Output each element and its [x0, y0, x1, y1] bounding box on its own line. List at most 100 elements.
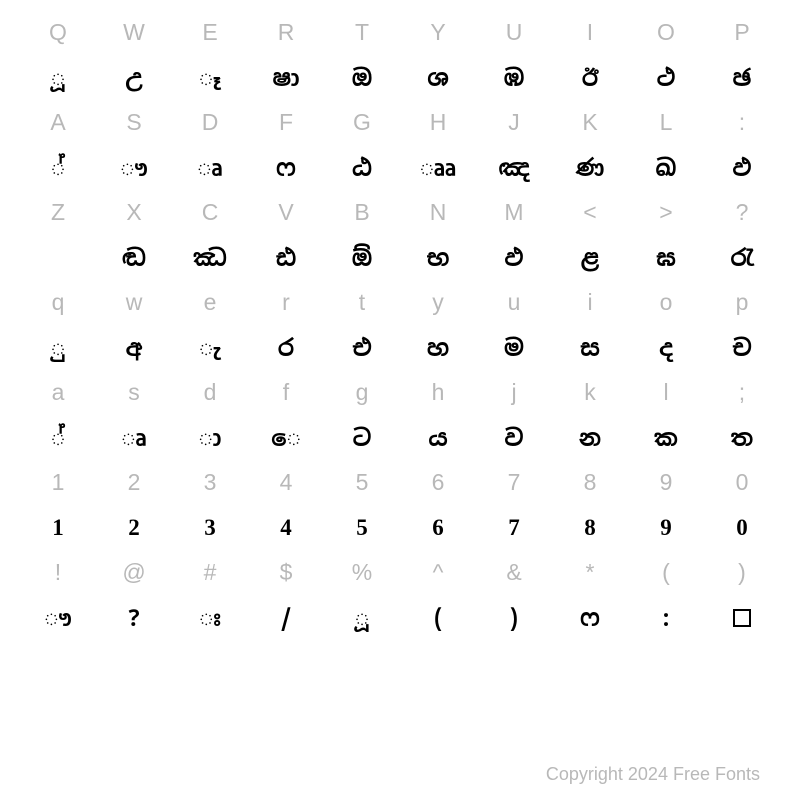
glyph-cell: 4	[248, 505, 324, 550]
key-label: 7	[476, 460, 552, 505]
key-label: >	[628, 190, 704, 235]
glyph-cell: ඵ	[476, 235, 552, 280]
key-label: *	[552, 550, 628, 595]
glyph-cell: 7	[476, 505, 552, 550]
key-label: 0	[704, 460, 780, 505]
key-label: 1	[20, 460, 96, 505]
key-label: h	[400, 370, 476, 415]
key-label: V	[248, 190, 324, 235]
key-label: j	[476, 370, 552, 415]
key-label: a	[20, 370, 96, 415]
glyph-cell: ය	[400, 415, 476, 460]
key-label: @	[96, 550, 172, 595]
glyph-cell: /	[248, 595, 324, 640]
glyph-cell: ෘ	[96, 415, 172, 460]
key-label: 4	[248, 460, 324, 505]
key-label: F	[248, 100, 324, 145]
glyph-cell: ෲ	[400, 145, 476, 190]
key-label: 8	[552, 460, 628, 505]
glyph-cell: )	[476, 595, 552, 640]
key-label: K	[552, 100, 628, 145]
copyright-text: Copyright 2024 Free Fonts	[546, 764, 760, 785]
glyph-cell: ට	[324, 415, 400, 460]
glyph-cell: ෆ	[552, 595, 628, 640]
glyph-cell: ඤ	[476, 145, 552, 190]
key-label: f	[248, 370, 324, 415]
glyph-cell: 8	[552, 505, 628, 550]
key-label: X	[96, 190, 172, 235]
glyph-cell: ව	[476, 415, 552, 460]
glyph-cell: ර	[248, 325, 324, 370]
glyph-cell: ත	[704, 415, 780, 460]
glyph-cell: ශ	[400, 55, 476, 100]
key-label: B	[324, 190, 400, 235]
glyph-cell: ස	[552, 325, 628, 370]
glyph-cell: ෙ	[248, 415, 324, 460]
glyph-cell: ෑ	[172, 55, 248, 100]
character-map-grid: QWERTYUIOPූඋෑෂාඔශඹඊථඡASDFGHJKL:්ෟෘෆඨෲඤණඛ…	[20, 10, 780, 640]
glyph-cell	[20, 235, 96, 280]
key-label: o	[628, 280, 704, 325]
key-label: G	[324, 100, 400, 145]
glyph-cell: ද	[628, 325, 704, 370]
glyph-cell: ඕ	[324, 235, 400, 280]
glyph-cell: ඔ	[324, 55, 400, 100]
glyph-cell: ඛ	[628, 145, 704, 190]
glyph-cell: ක	[628, 415, 704, 460]
key-label: g	[324, 370, 400, 415]
glyph-cell: ූ	[324, 595, 400, 640]
key-label: u	[476, 280, 552, 325]
key-label: s	[96, 370, 172, 415]
glyph-cell: ඹ	[476, 55, 552, 100]
glyph-cell: 0	[704, 505, 780, 550]
key-label: A	[20, 100, 96, 145]
glyph-cell: ඝ	[628, 235, 704, 280]
key-label: O	[628, 10, 704, 55]
key-label: Z	[20, 190, 96, 235]
key-label: ^	[400, 550, 476, 595]
glyph-cell: උ	[96, 55, 172, 100]
glyph-cell: ෆ	[248, 145, 324, 190]
glyph-cell: ඡ	[704, 55, 780, 100]
glyph-cell: ්	[20, 145, 96, 190]
missing-glyph-box	[733, 609, 751, 627]
key-label: N	[400, 190, 476, 235]
key-label: R	[248, 10, 324, 55]
glyph-cell: ළ	[552, 235, 628, 280]
key-label: 6	[400, 460, 476, 505]
glyph-cell: ්	[20, 415, 96, 460]
key-label: d	[172, 370, 248, 415]
glyph-cell: :	[628, 595, 704, 640]
key-label: e	[172, 280, 248, 325]
key-label: D	[172, 100, 248, 145]
key-label: E	[172, 10, 248, 55]
key-label: p	[704, 280, 780, 325]
key-label: M	[476, 190, 552, 235]
glyph-cell: ඃ	[172, 595, 248, 640]
key-label: W	[96, 10, 172, 55]
glyph-cell: ා	[172, 415, 248, 460]
key-label: C	[172, 190, 248, 235]
key-label: T	[324, 10, 400, 55]
key-label: J	[476, 100, 552, 145]
glyph-cell: ථ	[628, 55, 704, 100]
glyph-cell: ඨ	[324, 145, 400, 190]
key-label: $	[248, 550, 324, 595]
glyph-cell: 3	[172, 505, 248, 550]
key-label: 3	[172, 460, 248, 505]
key-label: k	[552, 370, 628, 415]
key-label: t	[324, 280, 400, 325]
glyph-cell: න	[552, 415, 628, 460]
key-label: w	[96, 280, 172, 325]
glyph-cell: ණ	[552, 145, 628, 190]
key-label: 2	[96, 460, 172, 505]
key-label: L	[628, 100, 704, 145]
key-label: #	[172, 550, 248, 595]
key-label: 5	[324, 460, 400, 505]
glyph-cell: ෟ	[20, 595, 96, 640]
glyph-cell	[704, 595, 780, 640]
glyph-cell: ඬ	[96, 235, 172, 280]
key-label: q	[20, 280, 96, 325]
glyph-cell: 6	[400, 505, 476, 550]
glyph-cell: 2	[96, 505, 172, 550]
